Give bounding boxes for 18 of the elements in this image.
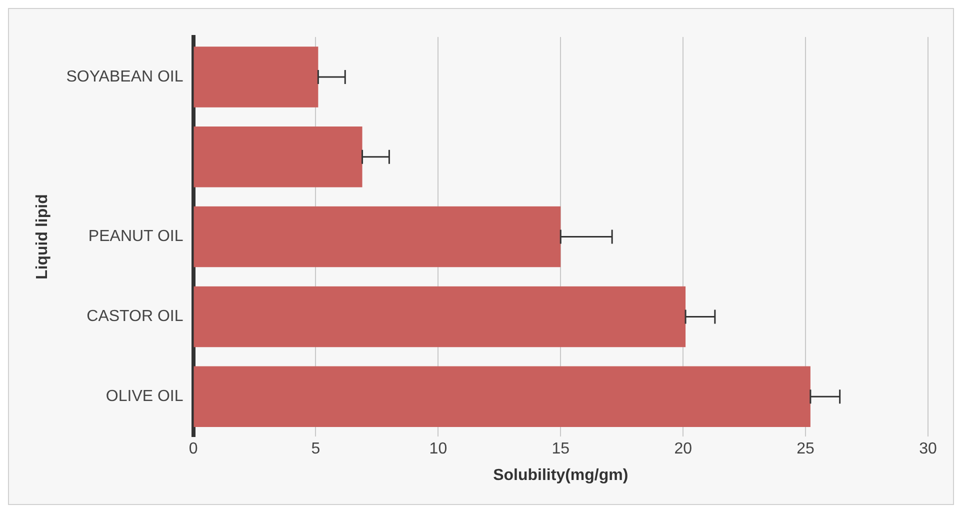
x-axis-title: Solubility(mg/gm) — [493, 466, 628, 484]
x-tick-label: 25 — [796, 440, 815, 458]
bar — [194, 46, 318, 108]
x-tick-label: 20 — [674, 440, 692, 458]
bar — [194, 126, 362, 188]
y-tick-label: PEANUT OIL — [88, 228, 184, 246]
y-tick-label: OLIVE OIL — [106, 388, 184, 406]
bar — [194, 206, 561, 268]
bar — [194, 366, 810, 428]
bar — [194, 286, 686, 348]
x-tick-label: 30 — [919, 440, 937, 458]
x-tick-label: 0 — [188, 440, 198, 458]
y-axis-title: Liquid lipid — [34, 194, 52, 280]
y-tick-label: SOYABEAN OIL — [66, 68, 184, 86]
x-tick-label: 15 — [552, 440, 570, 458]
y-tick-label: CASTOR OIL — [86, 308, 184, 326]
x-tick-label: 10 — [429, 440, 448, 458]
x-tick-label: 5 — [311, 440, 320, 458]
